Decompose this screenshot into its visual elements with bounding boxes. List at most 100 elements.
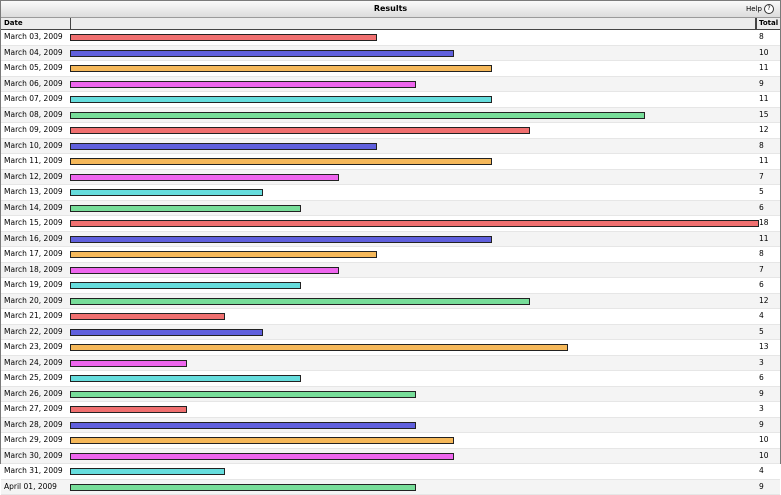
table-row[interactable]: March 27, 2009 3 — [1, 402, 780, 418]
row-date: March 30, 2009 — [4, 449, 63, 464]
window-title: Results — [1, 4, 780, 13]
bar-track — [70, 278, 757, 293]
table-row[interactable]: March 23, 2009 13 — [1, 340, 780, 356]
row-date: March 09, 2009 — [4, 123, 63, 138]
row-total: 10 — [759, 46, 769, 61]
row-total: 6 — [759, 201, 764, 216]
help-button[interactable]: Help? — [746, 4, 774, 14]
table-row[interactable]: March 10, 2009 8 — [1, 139, 780, 155]
bar — [70, 127, 530, 134]
row-total: 11 — [759, 154, 769, 169]
table-row[interactable]: March 19, 2009 6 — [1, 278, 780, 294]
row-total: 15 — [759, 108, 769, 123]
bar-track — [70, 108, 757, 123]
help-label: Help — [746, 5, 762, 13]
row-date: March 23, 2009 — [4, 340, 63, 355]
row-date: March 04, 2009 — [4, 46, 63, 61]
table-row[interactable]: March 08, 2009 15 — [1, 108, 780, 124]
row-date: March 28, 2009 — [4, 418, 63, 433]
row-total: 9 — [759, 387, 764, 402]
row-date: March 06, 2009 — [4, 77, 63, 92]
bar — [70, 189, 263, 196]
row-total: 4 — [759, 309, 764, 324]
bar-track — [70, 216, 757, 231]
row-total: 3 — [759, 402, 764, 417]
row-total: 11 — [759, 232, 769, 247]
row-total: 13 — [759, 340, 769, 355]
bar — [70, 344, 568, 351]
bar — [70, 391, 416, 398]
row-total: 10 — [759, 433, 769, 448]
row-total: 8 — [759, 139, 764, 154]
row-total: 11 — [759, 61, 769, 76]
column-header-date[interactable]: Date — [1, 18, 71, 29]
column-header-total[interactable]: Total — [756, 18, 781, 29]
bar — [70, 65, 492, 72]
table-header: Date Total — [1, 18, 780, 30]
row-date: March 20, 2009 — [4, 294, 63, 309]
table-row[interactable]: March 05, 2009 11 — [1, 61, 780, 77]
row-date: March 19, 2009 — [4, 278, 63, 293]
bar-track — [70, 30, 757, 45]
row-date: March 13, 2009 — [4, 185, 63, 200]
bar-track — [70, 294, 757, 309]
bar — [70, 112, 645, 119]
bar-track — [70, 46, 757, 61]
table-row[interactable]: March 04, 2009 10 — [1, 46, 780, 62]
bar-track — [70, 61, 757, 76]
table-row[interactable]: March 21, 2009 4 — [1, 309, 780, 325]
bar — [70, 220, 759, 227]
bar — [70, 50, 454, 57]
bar-track — [70, 170, 757, 185]
row-total: 9 — [759, 480, 764, 495]
bar — [70, 406, 187, 413]
row-total: 10 — [759, 449, 769, 464]
row-total: 18 — [759, 216, 769, 231]
row-date: March 10, 2009 — [4, 139, 63, 154]
bar — [70, 422, 416, 429]
bar-track — [70, 154, 757, 169]
bar — [70, 437, 454, 444]
table-row[interactable]: March 30, 2009 10 — [1, 449, 780, 465]
bar — [70, 205, 301, 212]
row-date: March 08, 2009 — [4, 108, 63, 123]
row-date: March 12, 2009 — [4, 170, 63, 185]
row-date: March 25, 2009 — [4, 371, 63, 386]
bar-track — [70, 139, 757, 154]
bar-track — [70, 309, 757, 324]
row-date: April 01, 2009 — [4, 480, 57, 495]
bar — [70, 34, 377, 41]
row-total: 8 — [759, 30, 764, 45]
row-date: March 21, 2009 — [4, 309, 63, 324]
bar — [70, 453, 454, 460]
row-total: 6 — [759, 278, 764, 293]
row-date: March 05, 2009 — [4, 61, 63, 76]
table-row[interactable]: April 01, 2009 9 — [1, 480, 780, 495]
row-date: March 27, 2009 — [4, 402, 63, 417]
bar-track — [70, 201, 757, 216]
bar — [70, 174, 339, 181]
bar — [70, 329, 263, 336]
row-date: March 31, 2009 — [4, 464, 63, 479]
